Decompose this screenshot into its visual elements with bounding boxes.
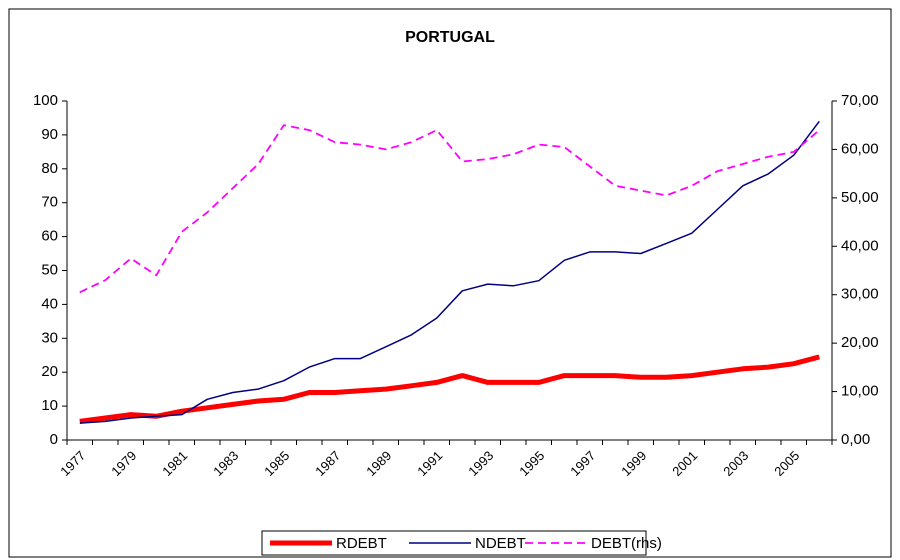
chart-title: PORTUGAL: [405, 29, 495, 46]
y2-tick-label: 60,00: [841, 140, 879, 157]
y-tick-label: 50: [41, 261, 58, 278]
y-tick-label: 100: [33, 92, 58, 109]
y-tick-label: 40: [41, 295, 58, 312]
y-tick-label: 70: [41, 194, 58, 211]
y2-tick-label: 10,00: [841, 383, 879, 400]
legend-label: DEBT(rhs): [591, 535, 662, 552]
y2-tick-label: 20,00: [841, 334, 879, 351]
y2-tick-label: 0,00: [841, 431, 870, 448]
series-line: [79, 124, 820, 294]
y-tick-label: 20: [41, 363, 58, 380]
y2-tick-label: 40,00: [841, 237, 879, 254]
legend-label: NDEBT: [475, 535, 526, 552]
y-tick-label: 80: [41, 160, 58, 177]
series-line: [79, 120, 820, 424]
chart-frame: [8, 8, 892, 558]
y-tick-label: 90: [41, 126, 58, 143]
y2-tick-label: 30,00: [841, 286, 879, 303]
y-tick-label: 0: [50, 431, 58, 448]
y-tick-label: 60: [41, 228, 58, 245]
y2-tick-label: 50,00: [841, 189, 879, 206]
legend-label: RDEBT: [336, 535, 387, 552]
y2-tick-label: 70,00: [841, 92, 879, 109]
y-tick-label: 30: [41, 329, 58, 346]
y-tick-label: 10: [41, 397, 58, 414]
series-line: [79, 354, 820, 424]
